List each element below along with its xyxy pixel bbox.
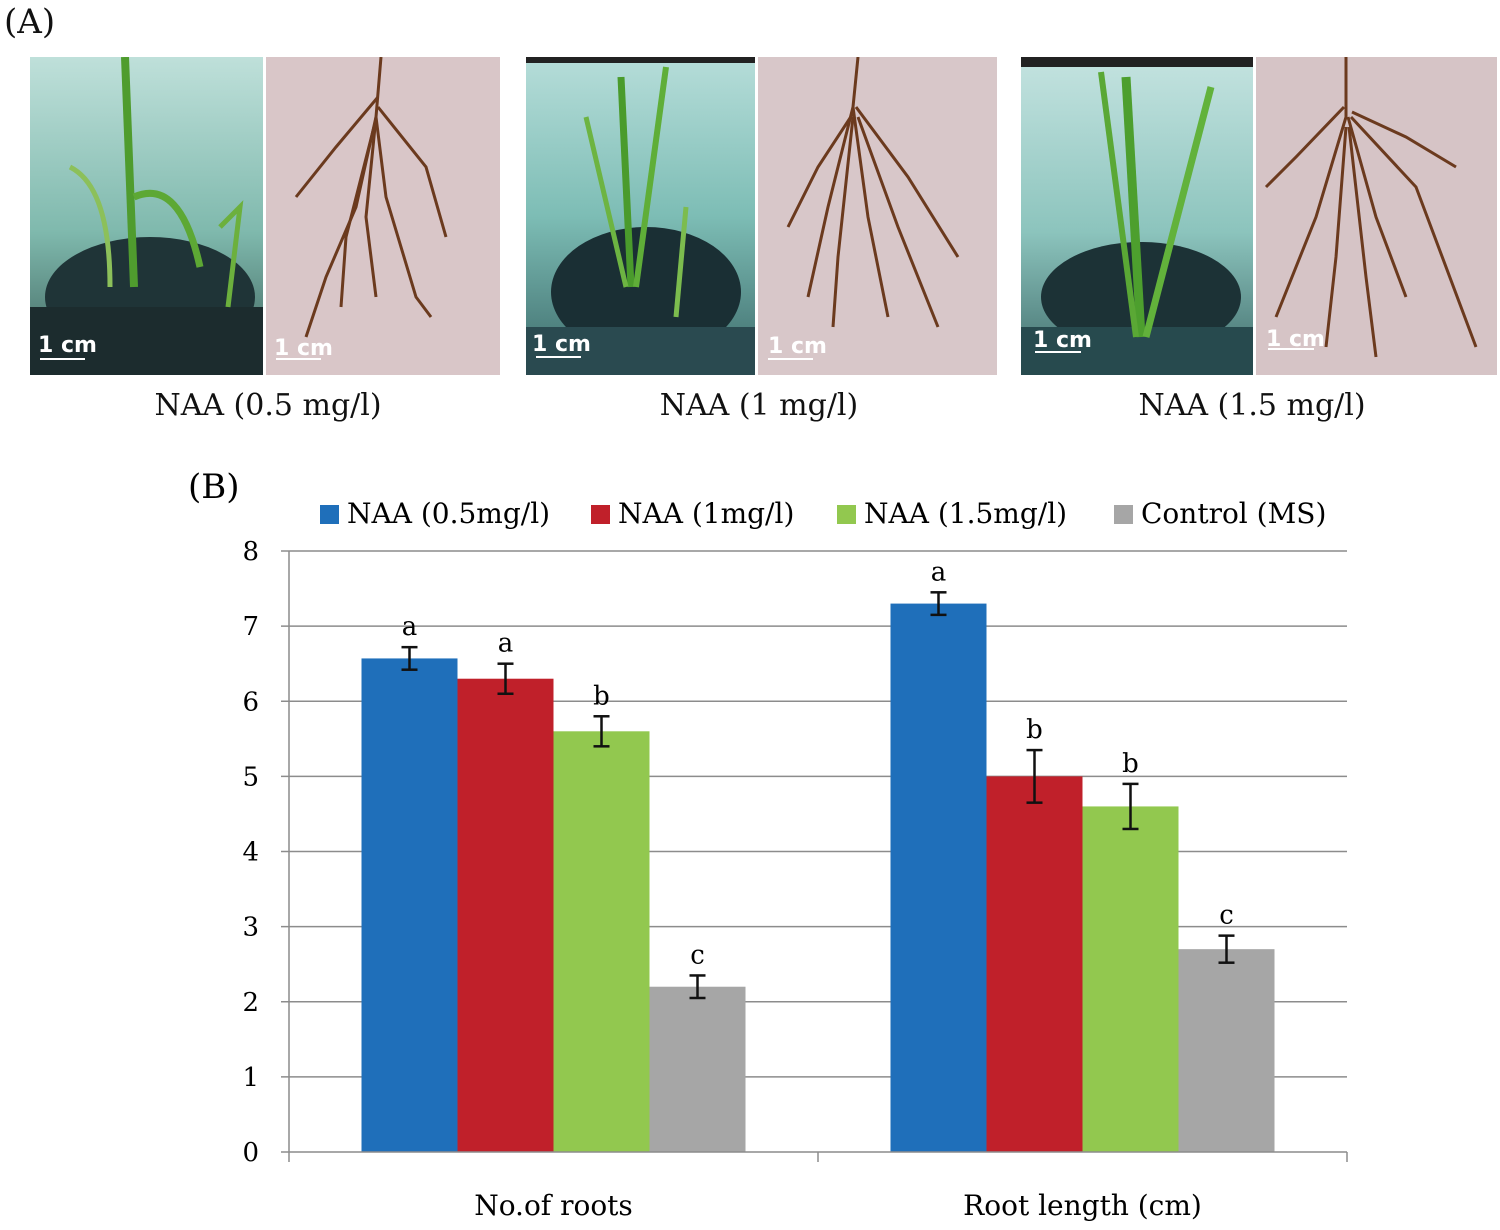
y-tick-label: 5 — [242, 762, 259, 792]
bar — [1178, 949, 1275, 1152]
scale-bar-label: 1 cm — [768, 334, 827, 359]
legend-swatch — [591, 505, 610, 524]
bar — [361, 658, 458, 1152]
legend-swatch — [1114, 505, 1133, 524]
significance-letter: b — [1026, 715, 1043, 745]
x-category-label: Root length (cm) — [963, 1189, 1202, 1222]
significance-letter: c — [1219, 901, 1234, 931]
bar — [457, 678, 554, 1152]
legend-swatch — [320, 505, 339, 524]
panel-b-label: (B) — [188, 467, 240, 507]
caption-naa-0-5: NAA (0.5 mg/l) — [154, 388, 382, 423]
axes: 0 1 2 3 4 5 6 7 8 No.of roots Root length (cm) — [242, 537, 1348, 1222]
significance-letter: a — [931, 557, 947, 587]
plant-photo-2: 1 cm — [526, 57, 755, 375]
caption-naa-1: NAA (1 mg/l) — [659, 388, 859, 423]
bars: a a b c a b b c — [361, 557, 1275, 1152]
plant-photo-3: 1 cm — [1021, 57, 1253, 375]
bar-chart: (B) NAA (0.5mg/l) NAA (1mg/l) NAA (1.5mg/l… — [188, 467, 1348, 1222]
bar — [553, 731, 650, 1152]
root-photo-2: 1 cm — [758, 57, 997, 375]
plant-photo-1: 1 cm — [30, 57, 263, 375]
legend: NAA (0.5mg/l) NAA (1mg/l) NAA (1.5mg/l) Con… — [320, 497, 1326, 530]
scale-bar-label: 1 cm — [38, 333, 97, 358]
significance-letter: b — [593, 681, 610, 711]
bar — [986, 776, 1083, 1152]
scale-bar-label: 1 cm — [532, 332, 591, 357]
y-tick-label: 0 — [242, 1138, 259, 1168]
x-category-label: No.of roots — [474, 1189, 633, 1222]
caption-naa-1-5: NAA (1.5 mg/l) — [1138, 388, 1366, 423]
y-tick-label: 8 — [242, 537, 259, 567]
significance-letter: a — [498, 629, 514, 659]
legend-swatch — [837, 505, 856, 524]
legend-label: NAA (1.5mg/l) — [864, 497, 1067, 530]
y-tick-label: 4 — [242, 838, 259, 868]
scale-bar-label: 1 cm — [274, 336, 333, 361]
y-tick-label: 6 — [242, 687, 259, 717]
bar — [1082, 806, 1179, 1152]
y-tick-label: 1 — [242, 1063, 259, 1093]
significance-letter: c — [690, 940, 705, 970]
significance-letter: b — [1122, 749, 1139, 779]
panel-a-label: (A) — [4, 2, 56, 42]
significance-letter: a — [402, 612, 418, 642]
scale-bar-label: 1 cm — [1266, 327, 1325, 352]
y-tick-label: 7 — [242, 612, 259, 642]
root-photo-3: 1 cm — [1256, 57, 1497, 375]
scale-bar-label: 1 cm — [1033, 328, 1092, 353]
root-photo-1: 1 cm — [266, 57, 500, 375]
legend-label: NAA (0.5mg/l) — [347, 497, 550, 530]
y-tick-label: 3 — [242, 913, 259, 943]
bar — [890, 603, 987, 1152]
legend-label: NAA (1mg/l) — [618, 497, 794, 530]
y-tick-label: 2 — [242, 988, 259, 1018]
bar — [649, 986, 746, 1152]
legend-label: Control (MS) — [1141, 497, 1326, 530]
